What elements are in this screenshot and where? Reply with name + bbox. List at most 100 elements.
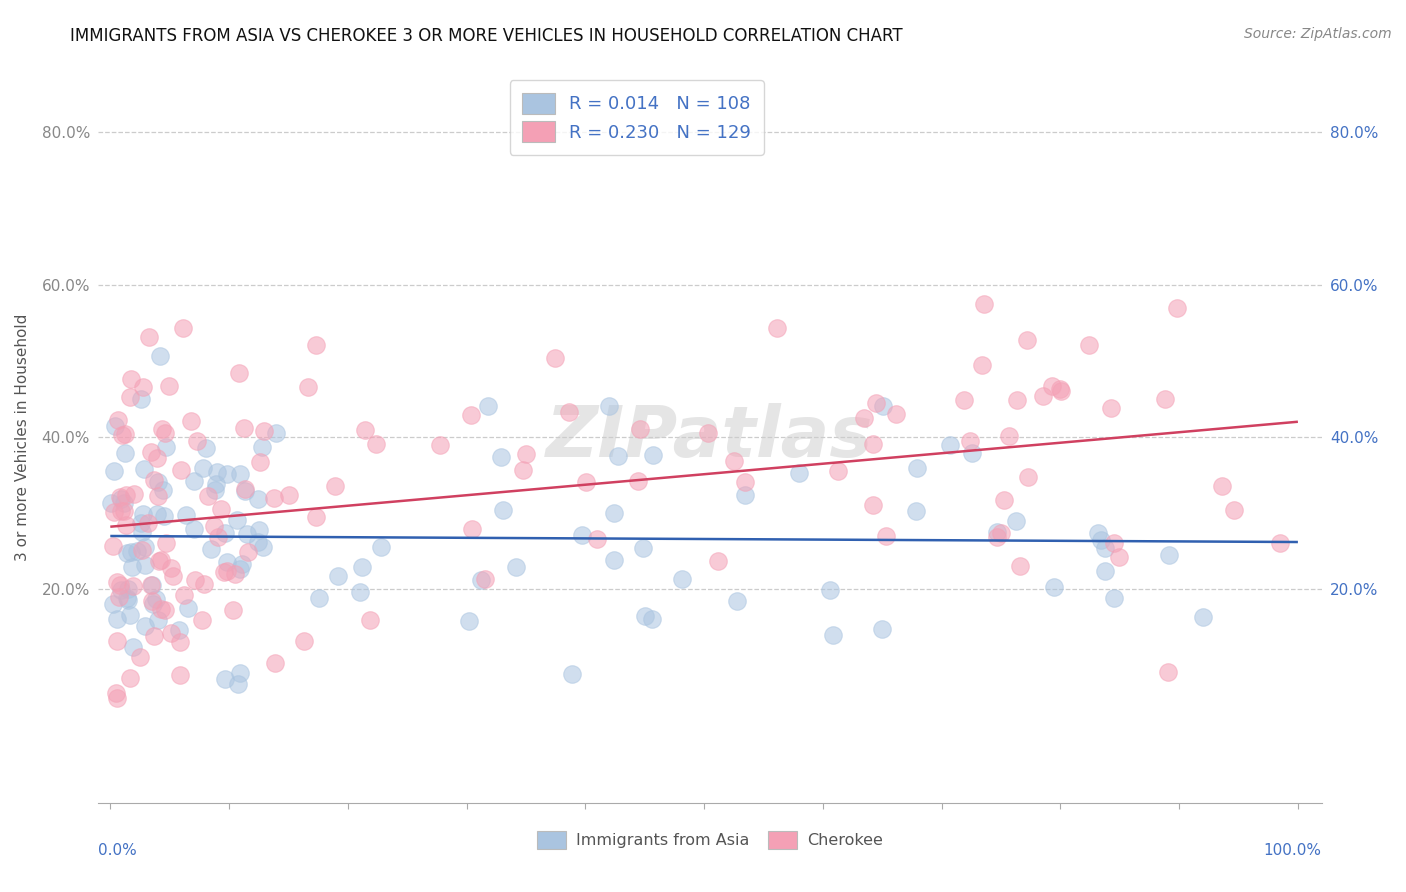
Point — [1017, 470, 1039, 484]
Point — [117, 582, 139, 596]
Point — [149, 553, 172, 567]
Point — [370, 540, 392, 554]
Point — [1108, 549, 1130, 564]
Point — [884, 407, 907, 421]
Point — [138, 330, 160, 344]
Point — [136, 516, 159, 530]
Point — [197, 489, 219, 503]
Point — [1077, 338, 1099, 352]
Point — [150, 422, 173, 436]
Point — [114, 426, 136, 441]
Point — [122, 579, 145, 593]
Point — [1043, 580, 1066, 594]
Point — [461, 522, 484, 536]
Point — [359, 613, 381, 627]
Point — [1015, 333, 1038, 347]
Point — [105, 575, 128, 590]
Point — [155, 603, 177, 617]
Point — [132, 507, 155, 521]
Point — [328, 568, 350, 582]
Point — [263, 491, 285, 505]
Point — [862, 437, 884, 451]
Point — [155, 440, 177, 454]
Point — [823, 628, 845, 642]
Point — [217, 564, 239, 578]
Point — [586, 532, 609, 546]
Point — [292, 634, 315, 648]
Point — [247, 523, 270, 537]
Point — [233, 483, 256, 498]
Point — [228, 366, 250, 380]
Point — [134, 558, 156, 572]
Point — [1154, 392, 1177, 407]
Point — [489, 450, 512, 464]
Point — [173, 588, 195, 602]
Point — [120, 545, 142, 559]
Point — [787, 467, 810, 481]
Text: 100.0%: 100.0% — [1264, 843, 1322, 858]
Point — [253, 424, 276, 438]
Point — [352, 560, 374, 574]
Point — [146, 489, 169, 503]
Point — [512, 463, 534, 477]
Point — [190, 614, 212, 628]
Point — [986, 524, 1008, 539]
Point — [142, 597, 165, 611]
Point — [252, 540, 274, 554]
Point — [141, 445, 163, 459]
Point — [157, 379, 180, 393]
Point — [634, 609, 657, 624]
Point — [492, 503, 515, 517]
Point — [264, 426, 287, 441]
Point — [110, 582, 132, 597]
Point — [129, 392, 152, 406]
Point — [952, 392, 974, 407]
Point — [226, 677, 249, 691]
Point — [905, 461, 928, 475]
Point — [233, 482, 256, 496]
Point — [205, 465, 228, 479]
Point — [143, 473, 166, 487]
Point — [477, 399, 499, 413]
Point — [155, 535, 177, 549]
Point — [575, 475, 598, 489]
Point — [725, 594, 748, 608]
Point — [205, 476, 228, 491]
Point — [627, 474, 650, 488]
Point — [246, 534, 269, 549]
Point — [148, 554, 170, 568]
Point — [962, 445, 984, 459]
Point — [249, 455, 271, 469]
Point — [263, 656, 285, 670]
Point — [305, 337, 328, 351]
Point — [221, 602, 243, 616]
Point — [862, 498, 884, 512]
Point — [129, 516, 152, 530]
Point — [134, 619, 156, 633]
Point — [429, 438, 451, 452]
Point — [998, 429, 1021, 443]
Point — [349, 584, 371, 599]
Point — [169, 634, 191, 648]
Point — [308, 591, 330, 605]
Point — [1102, 536, 1125, 550]
Point — [224, 567, 246, 582]
Point — [852, 410, 875, 425]
Point — [1049, 383, 1071, 397]
Point — [176, 601, 198, 615]
Point — [193, 576, 215, 591]
Point — [457, 615, 479, 629]
Point — [225, 513, 247, 527]
Point — [184, 573, 207, 587]
Point — [972, 358, 994, 372]
Point — [131, 542, 153, 557]
Point — [200, 542, 222, 557]
Point — [707, 554, 730, 568]
Point — [105, 690, 128, 705]
Point — [160, 626, 183, 640]
Point — [990, 526, 1012, 541]
Point — [149, 349, 172, 363]
Point — [734, 475, 756, 490]
Point — [122, 487, 145, 501]
Point — [238, 545, 260, 559]
